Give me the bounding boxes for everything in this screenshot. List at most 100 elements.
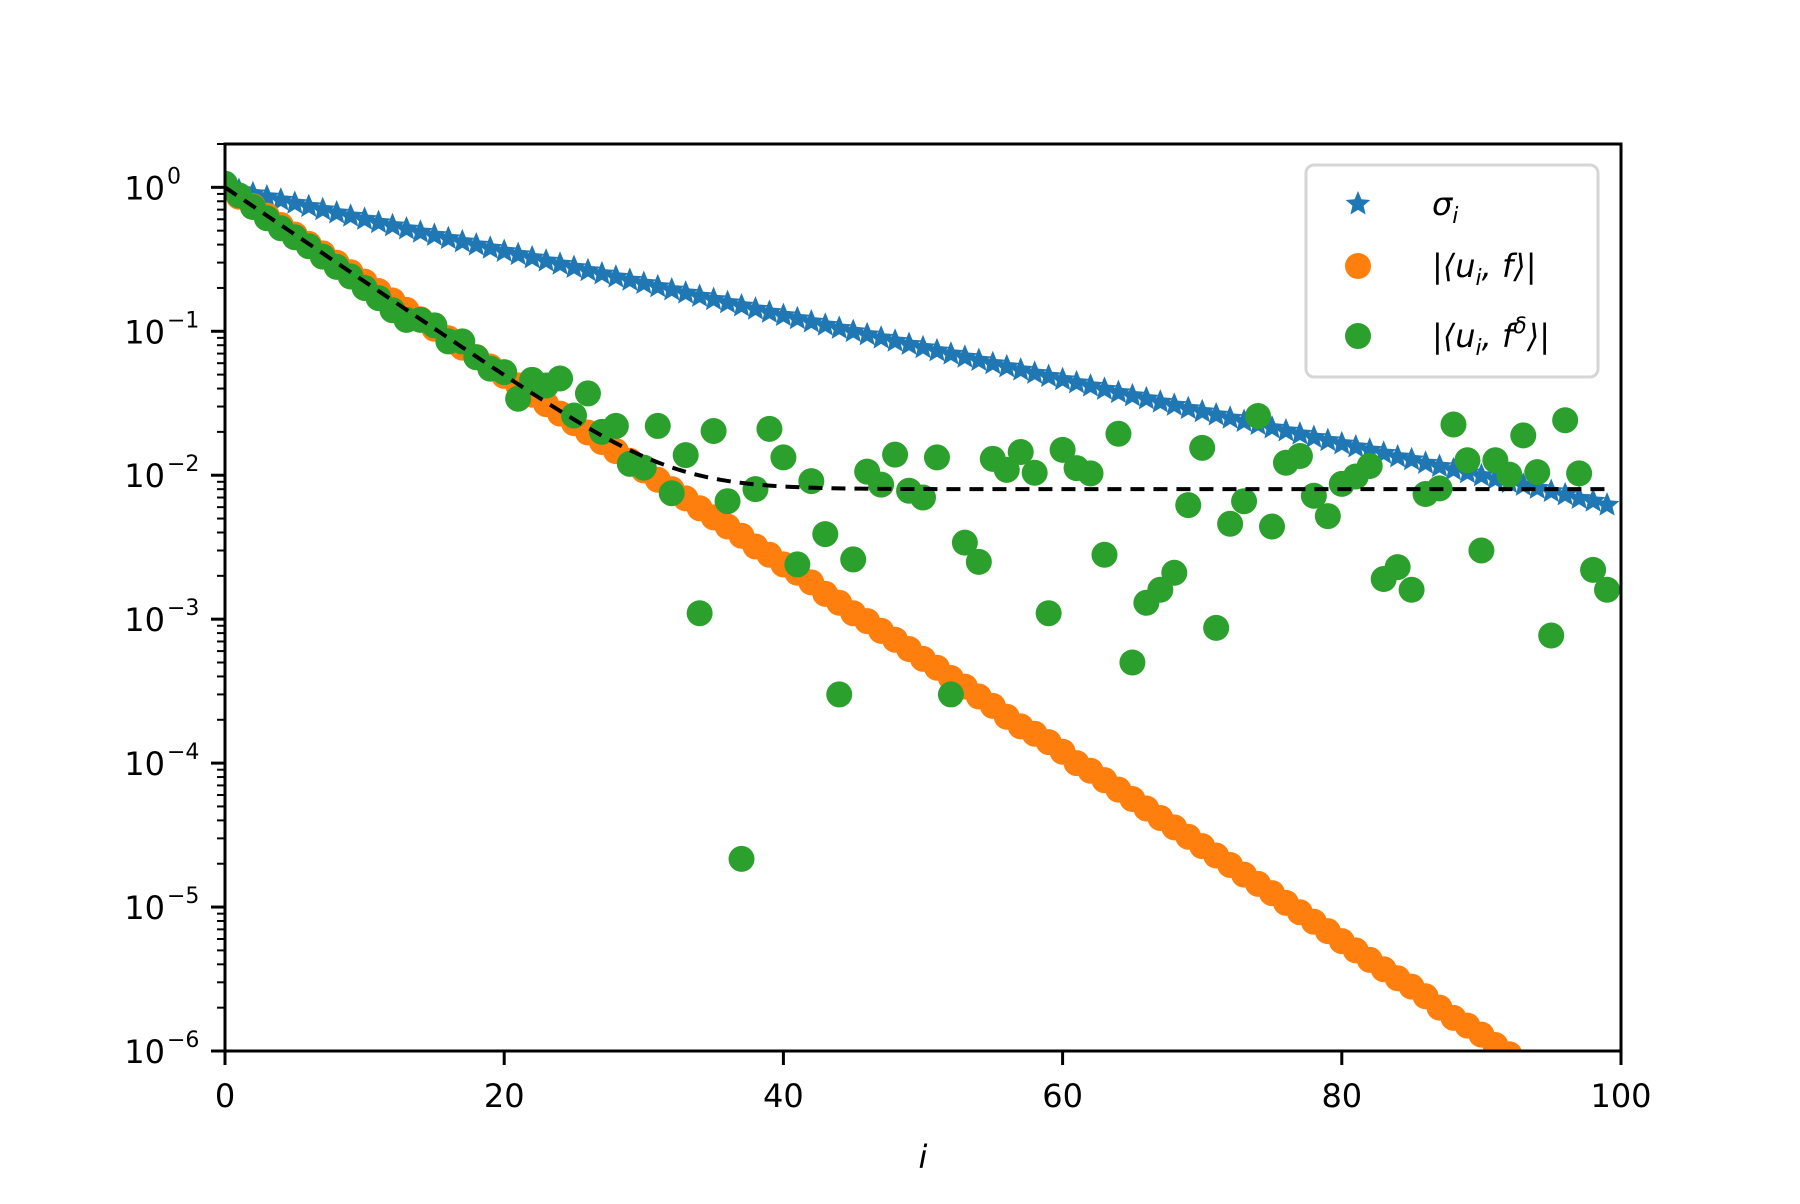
green-data-point xyxy=(742,476,769,503)
star-marker-icon xyxy=(1301,424,1327,448)
star-marker-icon xyxy=(1189,398,1215,423)
green-data-point xyxy=(812,521,839,548)
green-data-point xyxy=(1035,600,1062,627)
star-marker-icon xyxy=(366,209,391,234)
y-tick-exponent: −4 xyxy=(167,740,199,765)
star-marker-icon xyxy=(449,228,475,253)
star-marker-icon xyxy=(729,292,754,317)
star-marker-icon xyxy=(1106,379,1131,404)
star-marker-icon xyxy=(1441,456,1466,481)
y-tick-exponent: −1 xyxy=(167,308,199,333)
star-marker-icon xyxy=(1580,488,1606,512)
axes-border xyxy=(223,142,1623,1053)
green-data-point xyxy=(644,412,671,439)
star-marker-icon xyxy=(519,244,545,269)
green-data-point xyxy=(1384,554,1411,581)
green-data-point xyxy=(1119,649,1146,676)
green-data-point xyxy=(728,845,755,872)
star-marker-icon xyxy=(533,248,559,272)
green-data-point xyxy=(672,442,699,469)
green-data-point xyxy=(505,385,532,412)
series-sigma-stars xyxy=(225,174,1620,516)
star-marker-icon xyxy=(491,238,517,262)
orange-data-point xyxy=(1519,1050,1528,1051)
star-marker-icon xyxy=(1469,462,1494,487)
star-marker-icon xyxy=(812,312,838,336)
legend-label-inner-u-f-delta: |⟨ui, fδ⟩| xyxy=(1432,314,1550,361)
star-marker-icon xyxy=(715,289,740,314)
star-marker-icon xyxy=(1217,405,1243,429)
star-marker-icon xyxy=(1022,360,1048,384)
star-marker-icon xyxy=(673,280,699,304)
x-tick-label: 0 xyxy=(215,1077,235,1115)
star-marker-icon xyxy=(1175,395,1201,420)
star-marker-icon xyxy=(1120,382,1145,407)
star-marker-icon xyxy=(771,302,796,327)
star-marker-icon xyxy=(1036,363,1061,388)
green-data-point xyxy=(1468,537,1495,564)
star-marker-icon xyxy=(785,305,810,330)
star-marker-icon xyxy=(352,206,377,230)
star-marker-icon xyxy=(394,216,419,240)
green-data-point xyxy=(1175,492,1202,519)
star-marker-icon xyxy=(1315,427,1341,452)
green-data-point xyxy=(770,444,797,471)
star-marker-icon xyxy=(1343,434,1369,458)
y-tick-label: 10 xyxy=(124,1033,165,1071)
star-marker-icon xyxy=(826,315,852,339)
star-marker-icon xyxy=(868,325,894,349)
x-tick-label: 100 xyxy=(1590,1077,1651,1115)
star-marker-icon xyxy=(268,187,294,211)
orange-data-point xyxy=(1552,1079,1578,1105)
green-data-point xyxy=(1594,576,1621,603)
y-tick-exponent: −6 xyxy=(167,1028,199,1053)
orange-data-point xyxy=(1524,1060,1550,1086)
green-data-point xyxy=(714,488,741,515)
star-marker-icon xyxy=(1064,369,1089,394)
star-marker-icon xyxy=(1329,430,1355,455)
green-data-point xyxy=(1398,576,1425,603)
star-marker-icon xyxy=(282,190,308,214)
green-data-point xyxy=(1077,460,1104,487)
y-tick-label: 10 xyxy=(124,601,165,639)
green-circle-marker-icon xyxy=(1345,323,1371,349)
green-data-point xyxy=(993,456,1020,483)
green-data-point xyxy=(840,546,867,573)
star-marker-icon xyxy=(896,331,922,355)
y-tick-label: 10 xyxy=(124,745,165,783)
green-data-point xyxy=(1440,411,1467,438)
y-tick-label: 10 xyxy=(124,457,165,495)
green-data-point xyxy=(1049,436,1076,463)
legend-entry-sigma: σi xyxy=(1345,185,1458,229)
green-data-point xyxy=(784,551,811,578)
green-data-point xyxy=(756,415,783,442)
star-marker-icon xyxy=(1203,402,1229,426)
x-tick-label: 60 xyxy=(1042,1077,1083,1115)
star-marker-icon xyxy=(966,347,992,371)
plot-area xyxy=(225,170,1621,1105)
green-data-point xyxy=(1314,503,1341,530)
green-data-point xyxy=(1021,459,1048,486)
green-data-point xyxy=(1538,622,1565,649)
orange-data-point xyxy=(1538,1070,1564,1096)
x-tick-label: 40 xyxy=(763,1077,804,1115)
star-marker-icon xyxy=(422,222,447,246)
green-data-point xyxy=(882,441,909,468)
green-data-point xyxy=(937,681,964,708)
green-data-point xyxy=(491,359,518,386)
green-data-point xyxy=(602,412,629,439)
star-marker-icon xyxy=(561,254,587,279)
green-data-point xyxy=(1091,541,1118,568)
orange-circle-marker-icon xyxy=(1345,253,1371,279)
green-data-point xyxy=(1259,513,1285,540)
y-tick-label: 10 xyxy=(124,313,165,351)
star-marker-icon xyxy=(1385,443,1410,468)
star-marker-icon xyxy=(380,212,405,237)
star-marker-icon xyxy=(882,328,908,352)
green-data-point xyxy=(1105,420,1132,447)
legend-label-inner-u-f: |⟨ui, f⟩| xyxy=(1432,247,1537,291)
green-data-point xyxy=(658,480,685,507)
star-marker-icon xyxy=(575,257,601,282)
star-marker-icon xyxy=(1594,492,1620,516)
